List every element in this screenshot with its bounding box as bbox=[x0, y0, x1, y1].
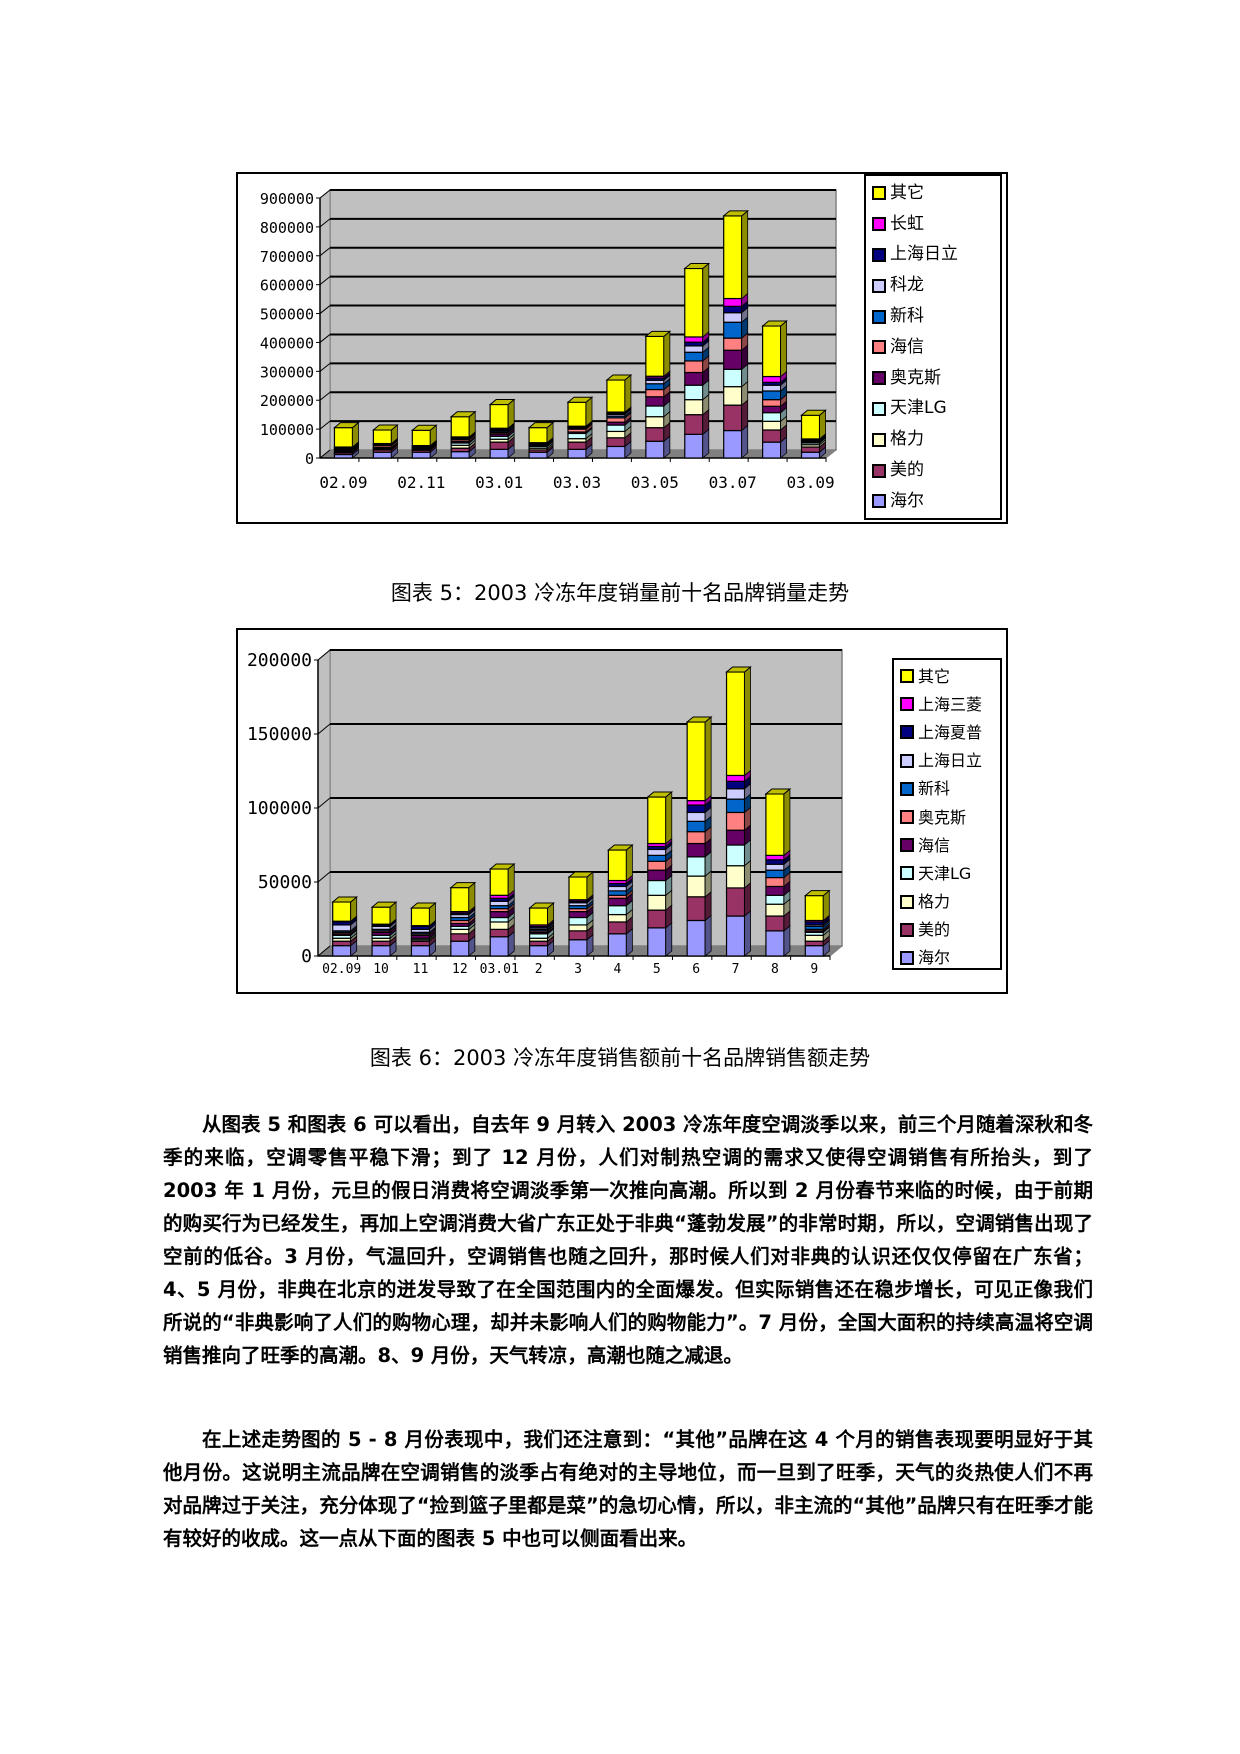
svg-text:150000: 150000 bbox=[247, 724, 312, 745]
figure-caption-5: 图表 5：2003 冷冻年度销量前十名品牌销量走势 bbox=[390, 581, 850, 605]
svg-text:02.09: 02.09 bbox=[319, 473, 367, 492]
svg-text:2: 2 bbox=[535, 962, 543, 977]
legend-item: 奥克斯 bbox=[872, 363, 1000, 394]
legend-swatch-icon bbox=[872, 371, 886, 386]
svg-text:100000: 100000 bbox=[247, 798, 312, 819]
svg-text:700000: 700000 bbox=[260, 248, 314, 266]
legend-item: 其它 bbox=[900, 662, 1000, 690]
svg-text:50000: 50000 bbox=[258, 872, 312, 893]
legend-item: 科龙 bbox=[872, 270, 1000, 301]
legend-swatch-icon bbox=[872, 432, 886, 447]
legend-item: 其它 bbox=[872, 178, 1000, 209]
svg-text:03.07: 03.07 bbox=[709, 473, 757, 492]
svg-text:6: 6 bbox=[692, 962, 700, 977]
svg-text:03.03: 03.03 bbox=[553, 473, 601, 492]
svg-text:12: 12 bbox=[452, 962, 468, 977]
legend-item: 天津LG bbox=[872, 394, 1000, 425]
svg-text:11: 11 bbox=[413, 962, 429, 977]
legend-swatch-icon bbox=[900, 725, 914, 740]
legend-swatch-icon bbox=[900, 781, 914, 796]
svg-text:02.09: 02.09 bbox=[322, 962, 361, 977]
legend-swatch-icon bbox=[872, 463, 886, 478]
svg-text:800000: 800000 bbox=[260, 219, 314, 237]
svg-text:100000: 100000 bbox=[260, 421, 314, 439]
svg-text:500000: 500000 bbox=[260, 306, 314, 324]
legend-swatch-icon bbox=[900, 866, 914, 881]
svg-text:7: 7 bbox=[732, 962, 740, 977]
legend-item: 天津LG bbox=[900, 859, 1000, 887]
legend-swatch-icon bbox=[900, 753, 914, 768]
svg-text:0: 0 bbox=[305, 450, 314, 468]
legend-swatch-icon bbox=[900, 922, 914, 937]
legend-swatch-icon bbox=[872, 494, 886, 509]
svg-text:3: 3 bbox=[574, 962, 582, 977]
legend-swatch-icon bbox=[872, 217, 886, 232]
legend-item: 新科 bbox=[872, 301, 1000, 332]
svg-text:900000: 900000 bbox=[260, 190, 314, 208]
svg-text:9: 9 bbox=[810, 962, 818, 977]
legend-item: 美的 bbox=[900, 916, 1000, 944]
legend-swatch-icon bbox=[900, 669, 914, 684]
legend-item: 格力 bbox=[900, 888, 1000, 916]
legend-swatch-icon bbox=[872, 340, 886, 355]
legend-item: 奥克斯 bbox=[900, 803, 1000, 831]
sales-amount-chart: 0 50000 100000 150000 200000 02.09 10 11 12 03.01… bbox=[236, 628, 1008, 994]
sales-volume-chart: 0 100000 200000 300000 400000 500000 600000 700… bbox=[236, 172, 1008, 524]
legend-swatch-icon bbox=[872, 186, 886, 201]
svg-text:8: 8 bbox=[771, 962, 779, 977]
legend-swatch-icon bbox=[900, 810, 914, 825]
legend-item: 新科 bbox=[900, 775, 1000, 803]
legend-swatch-icon bbox=[872, 309, 886, 324]
legend-item: 海尔 bbox=[872, 486, 1000, 517]
svg-text:200000: 200000 bbox=[247, 650, 312, 671]
paragraph-text: 从图表 5 和图表 6 可以看出，自去年 9 月转入 2003 冷冻年度空调淡季… bbox=[163, 1113, 1093, 1367]
legend-item: 格力 bbox=[872, 424, 1000, 455]
figure-caption-6: 图表 6：2003 冷冻年度销售额前十名品牌销售额走势 bbox=[369, 1046, 871, 1070]
legend-swatch-icon bbox=[900, 950, 914, 965]
svg-text:02.11: 02.11 bbox=[397, 473, 445, 492]
svg-text:300000: 300000 bbox=[260, 363, 314, 381]
legend-swatch-icon bbox=[900, 894, 914, 909]
svg-text:03.01: 03.01 bbox=[480, 962, 519, 977]
legend-swatch-icon bbox=[872, 247, 886, 262]
svg-text:10: 10 bbox=[373, 962, 389, 977]
chart1-legend: 其它 长虹 上海日立 科龙 新科 海信 奥克斯 天津LG 格力 美的 海尔 bbox=[864, 174, 1002, 520]
legend-item: 上海夏普 bbox=[900, 718, 1000, 746]
legend-item: 上海日立 bbox=[900, 747, 1000, 775]
legend-item: 海尔 bbox=[900, 944, 1000, 972]
chart1-plot: 0 100000 200000 300000 400000 500000 600000 700… bbox=[260, 188, 838, 492]
svg-text:0: 0 bbox=[301, 946, 312, 967]
legend-swatch-icon bbox=[900, 838, 914, 853]
chart2-legend: 其它 上海三菱 上海夏普 上海日立 新科 奥克斯 海信 天津LG 格力 美的 海… bbox=[892, 658, 1002, 970]
legend-item: 海信 bbox=[872, 332, 1000, 363]
legend-item: 美的 bbox=[872, 455, 1000, 486]
legend-item: 海信 bbox=[900, 831, 1000, 859]
analysis-paragraph-1: 从图表 5 和图表 6 可以看出，自去年 9 月转入 2003 冷冻年度空调淡季… bbox=[163, 1108, 1093, 1372]
svg-text:03.01: 03.01 bbox=[475, 473, 523, 492]
svg-text:4: 4 bbox=[613, 962, 621, 977]
legend-swatch-icon bbox=[872, 401, 886, 416]
legend-item: 上海日立 bbox=[872, 240, 1000, 271]
svg-text:5: 5 bbox=[653, 962, 661, 977]
svg-text:03.05: 03.05 bbox=[631, 473, 679, 492]
svg-text:200000: 200000 bbox=[260, 392, 314, 410]
legend-swatch-icon bbox=[872, 278, 886, 293]
paragraph-text: 在上述走势图的 5 - 8 月份表现中，我们还注意到：“其他”品牌在这 4 个月… bbox=[163, 1428, 1093, 1550]
svg-text:03.09: 03.09 bbox=[786, 473, 834, 492]
analysis-paragraph-2: 在上述走势图的 5 - 8 月份表现中，我们还注意到：“其他”品牌在这 4 个月… bbox=[163, 1423, 1093, 1555]
legend-item: 长虹 bbox=[872, 209, 1000, 240]
chart2-plot: 0 50000 100000 150000 200000 02.09 10 11 12 03.01… bbox=[247, 648, 844, 977]
svg-text:400000: 400000 bbox=[260, 334, 314, 352]
svg-text:600000: 600000 bbox=[260, 277, 314, 295]
legend-swatch-icon bbox=[900, 697, 914, 712]
legend-item: 上海三菱 bbox=[900, 690, 1000, 718]
